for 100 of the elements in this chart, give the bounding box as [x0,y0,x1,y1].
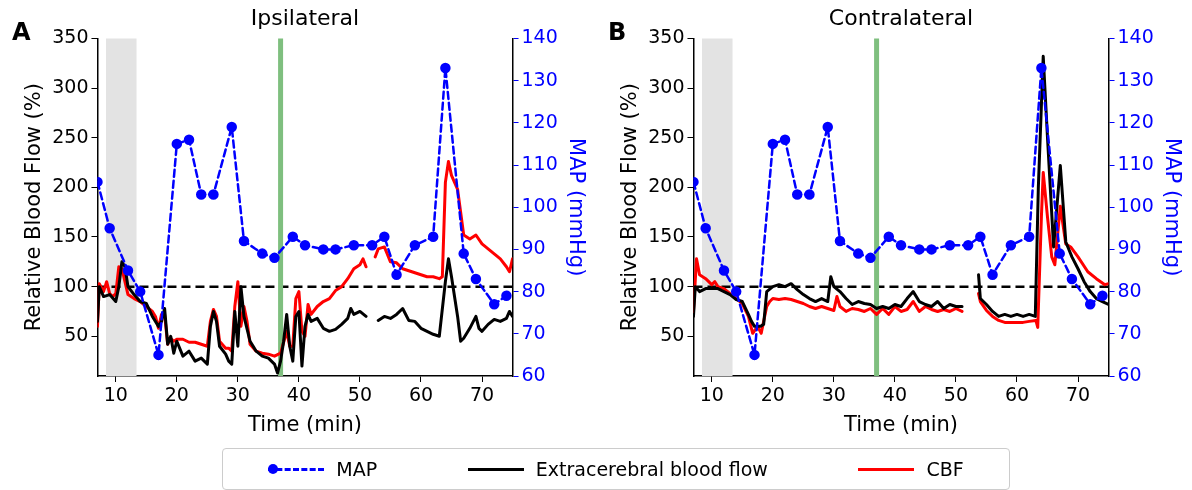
x-tick-label: 10 [103,383,128,406]
point [501,290,512,302]
point [348,239,360,251]
point [883,231,895,242]
y2-tick-label: 140 [521,25,558,48]
y-tick-label: 150 [648,223,685,246]
y2-tick-label: 120 [1117,109,1154,132]
y2-tick-label: 100 [521,194,558,217]
point [944,239,956,251]
point [257,248,268,259]
y-tick-label: 250 [648,124,685,147]
point [183,134,195,145]
point [269,252,280,264]
point [853,248,864,259]
y2-tick-label: 100 [1117,194,1154,217]
y-tick-label: 300 [648,74,685,97]
x-tick-label: 60 [408,383,434,406]
y2-tick-label: 90 [1117,236,1142,259]
point [171,138,183,150]
chart-title: Contralateral [828,4,974,30]
point [895,239,907,251]
point [153,349,164,361]
y2-tick-label: 80 [1117,278,1142,301]
y-tick-label: 100 [52,273,89,296]
y2-tick-label: 120 [521,109,558,132]
point [409,239,421,251]
x-tick-label: 60 [1004,383,1030,406]
point [987,269,998,280]
point [975,231,986,242]
x-tick-label: 10 [699,383,724,406]
legend-label: MAP [336,458,378,480]
point [914,244,925,255]
y2-axis-title: MAP (mmHg) [564,138,589,277]
point [1036,62,1047,74]
y-tick-label: 100 [648,273,685,296]
point [834,235,846,247]
x-tick-label: 50 [347,383,373,406]
point [749,349,760,361]
y2-axis-title: MAP (mmHg) [1160,138,1185,277]
point [791,189,803,200]
y-tick-label: 200 [52,174,89,197]
point [1023,231,1035,242]
point [1084,299,1096,310]
point [195,189,207,200]
y-tick-label: 150 [52,223,89,246]
y2-tick-label: 90 [521,236,546,259]
y2-tick-label: 60 [521,362,546,385]
y2-tick-label: 110 [1117,151,1154,174]
y2-tick-label: 60 [1117,362,1142,385]
x-axis-title: Time (min) [246,411,363,436]
y-tick-label: 50 [64,323,89,346]
chart-title: Ipsilateral [250,4,360,30]
point [427,231,439,242]
point [1005,239,1017,251]
x-tick-label: 40 [882,383,907,406]
y-axis-title: Relative Blood Flow (%) [617,83,642,332]
y2-tick-label: 140 [1117,25,1154,48]
y-tick-label: 250 [52,124,89,147]
point [767,138,779,150]
y2-tick-label: 70 [521,320,546,343]
x-tick-label: 20 [164,383,189,406]
point [330,244,341,255]
y2-tick-label: 130 [1117,67,1154,90]
x-axis-title: Time (min) [842,411,959,436]
point [238,235,250,247]
y2-tick-label: 130 [521,67,558,90]
y2-tick-label: 80 [521,278,546,301]
y-tick-label: 350 [52,25,89,48]
point [287,231,299,242]
point [962,239,974,251]
y-tick-label: 300 [52,74,89,97]
x-tick-label: 20 [760,383,785,406]
x-tick-label: 70 [469,383,495,406]
point [318,244,329,255]
point [104,223,115,234]
point [700,223,711,234]
x-tick-label: 50 [943,383,969,406]
point [804,189,815,200]
point [366,239,378,251]
point [865,252,876,264]
point [926,244,937,255]
point [779,134,791,145]
point [122,265,134,276]
text: A [12,18,31,47]
legend-label: CBF [926,458,964,480]
point [440,62,451,74]
point [470,273,482,285]
point [1097,290,1108,302]
x-tick-label: 40 [286,383,311,406]
point [391,269,402,280]
point [226,121,237,133]
y-tick-label: 350 [648,25,685,48]
point [730,286,742,297]
y2-tick-label: 110 [521,151,558,174]
x-tick-label: 30 [821,383,846,406]
point [134,286,146,297]
legend-label: Extracerebral blood flow [535,458,768,480]
point [1066,273,1078,285]
text: B [608,18,627,47]
point [458,248,469,259]
